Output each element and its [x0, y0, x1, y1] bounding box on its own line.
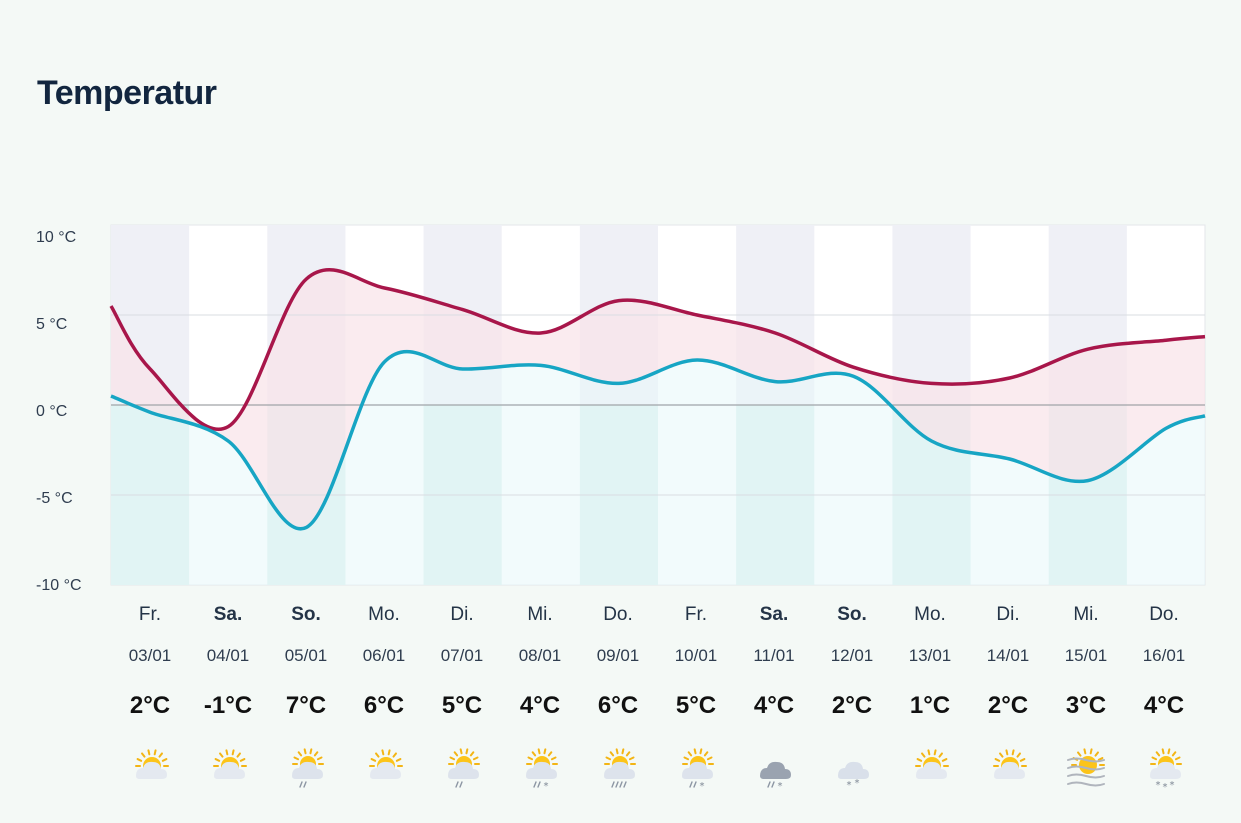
svg-text:*: * [847, 780, 852, 790]
svg-text:*: * [855, 778, 860, 789]
day-temperature: 1°C [909, 692, 951, 719]
fog-icon [1067, 748, 1105, 787]
day-temperature: 2°C [129, 692, 171, 719]
day-date: 10/01 [674, 646, 718, 665]
day-date: 12/01 [830, 646, 874, 665]
day-date: 04/01 [206, 646, 250, 665]
y-tick-label: 10 °C [36, 229, 76, 246]
temperature-areas [111, 269, 1205, 585]
sun-cloud-rain-icon [448, 748, 480, 788]
day-name: Mo. [368, 604, 400, 625]
day-name: Sa. [213, 604, 243, 625]
day-date: 08/01 [518, 646, 562, 665]
day-date: 09/01 [596, 646, 640, 665]
svg-text:*: * [700, 781, 705, 790]
svg-text:*: * [544, 781, 549, 790]
day-name: So. [837, 604, 867, 625]
day-name: Di. [996, 604, 1020, 625]
day-temperature: 4°C [753, 692, 795, 719]
day-temperature: 4°C [1143, 692, 1185, 719]
day-temperature: 6°C [363, 692, 405, 719]
day-name: Mo. [914, 604, 946, 625]
day-name: Do. [1149, 604, 1179, 625]
day-date: 07/01 [440, 646, 484, 665]
day-name: Sa. [759, 604, 789, 625]
sun-cloud-icon [993, 749, 1027, 779]
day-date: 11/01 [753, 646, 795, 665]
svg-text:*: * [778, 781, 783, 790]
min-temperature-area [111, 351, 1205, 585]
sun-cloud-icon [369, 749, 403, 779]
sun-cloud-snow-icon: * * * [1150, 748, 1182, 790]
y-tick-label: -10 °C [36, 577, 82, 594]
y-tick-label: 0 °C [36, 403, 67, 420]
day-name: Di. [450, 604, 474, 625]
temperature-range-area [111, 269, 1205, 529]
day-temperature: 3°C [1065, 692, 1107, 719]
day-temperature: 5°C [441, 692, 483, 719]
svg-text:*: * [1156, 780, 1161, 790]
day-date: 06/01 [362, 646, 406, 665]
day-temperature: 4°C [519, 692, 561, 719]
day-temperature: 5°C [675, 692, 717, 719]
page-title: Temperatur [37, 74, 217, 112]
min-temperature-line [110, 349, 1206, 531]
sun-cloud-icon [915, 749, 949, 779]
day-date: 16/01 [1142, 646, 1186, 665]
day-temperature: 6°C [597, 692, 639, 719]
dark-cloud-sleet-icon: * [760, 761, 791, 790]
y-axis: 10 °C 5 °C 0 °C -5 °C -10 °C [36, 229, 82, 594]
cloud-snow-icon: * * [838, 761, 869, 790]
sun-cloud-rain-icon [292, 748, 324, 788]
grid-lines [111, 314, 1205, 496]
sun-cloud-heavy-rain-icon [604, 748, 636, 788]
day-temperature: 7°C [285, 692, 327, 719]
day-temperature: -1°C [203, 692, 253, 719]
day-name: Mi. [527, 604, 553, 625]
sun-cloud-sleet-icon: * [526, 748, 558, 790]
sun-cloud-icon [135, 749, 169, 779]
day-date: 15/01 [1064, 646, 1108, 665]
svg-text:*: * [1170, 780, 1175, 790]
sun-cloud-sleet-icon: * [682, 748, 714, 790]
day-name: So. [291, 604, 321, 625]
sun-cloud-icon [213, 749, 247, 779]
day-date: 13/01 [908, 646, 952, 665]
day-date: 03/01 [128, 646, 172, 665]
day-name: Fr. [684, 604, 708, 625]
day-date: 14/01 [986, 646, 1030, 665]
day-date: 05/01 [284, 646, 328, 665]
temperature-lines [109, 268, 1206, 531]
y-tick-label: 5 °C [36, 316, 67, 333]
day-forecast-row: Fr. 03/01 2°C Sa. 04/01 -1°C So. 05/01 7°C Mo.… [111, 600, 1205, 810]
y-tick-label: -5 °C [36, 490, 73, 507]
day-name: Do. [603, 604, 633, 625]
max-temperature-line [109, 268, 1206, 431]
svg-text:*: * [1163, 782, 1168, 790]
day-temperature: 2°C [831, 692, 873, 719]
temperature-chart: 10 °C 5 °C 0 °C -5 °C -10 °C [36, 224, 1206, 594]
day-name: Fr. [138, 604, 162, 625]
day-name: Mi. [1073, 604, 1099, 625]
day-temperature: 2°C [987, 692, 1029, 719]
